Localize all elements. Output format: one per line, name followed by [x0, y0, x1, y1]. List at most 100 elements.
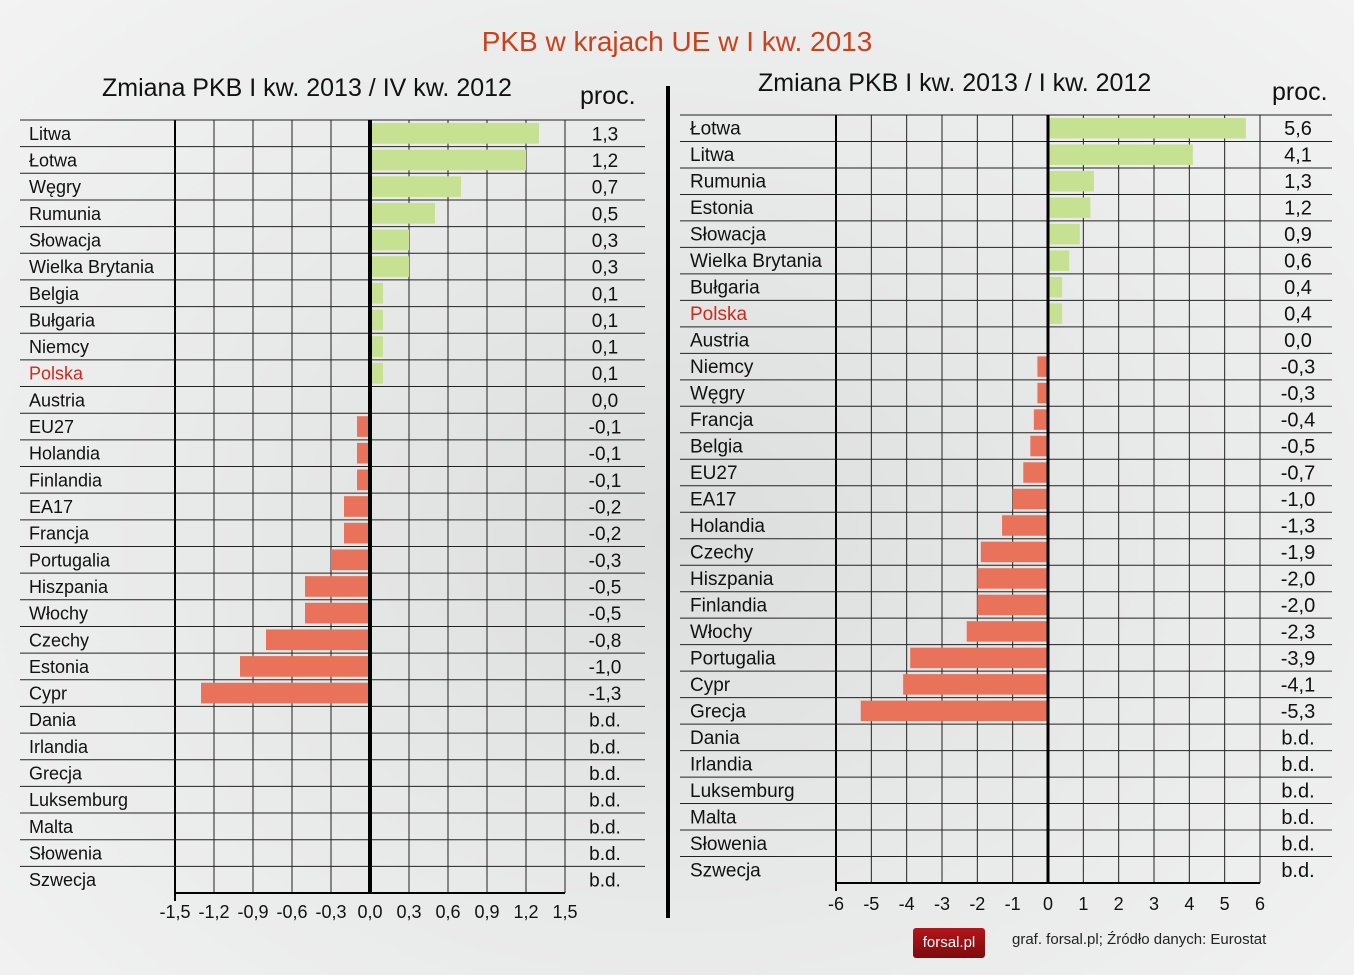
value-label: -0,2 [589, 524, 622, 545]
x-tick-label: -1,2 [198, 902, 229, 922]
bar-Niemcy [370, 336, 383, 357]
bar-Cypr [201, 682, 370, 704]
bar-Francja [344, 522, 370, 544]
bar-Belgia [370, 282, 383, 304]
category-label: Bułgaria [29, 310, 96, 330]
category-label: Hiszpania [29, 577, 109, 597]
category-label: Czechy [690, 542, 754, 563]
bar-Bułgaria [1048, 276, 1063, 298]
value-label: 0,1 [592, 338, 618, 359]
value-label: b.d. [1281, 780, 1314, 802]
x-tick-label: -1,5 [159, 902, 190, 922]
right-unit-label: proc. [1272, 78, 1328, 106]
value-label: b.d. [1281, 807, 1314, 829]
value-label: -0,5 [1281, 436, 1315, 458]
category-label: Szwecja [690, 860, 761, 881]
bar-Węgry [370, 176, 461, 197]
category-label: Dania [690, 728, 740, 749]
category-label: Włochy [29, 604, 88, 624]
x-tick-label: 0,9 [474, 902, 499, 922]
bar-Francja [1033, 409, 1048, 430]
x-tick-label: -3 [934, 894, 950, 914]
category-label: Luksemburg [29, 790, 128, 810]
value-label: -0,3 [589, 551, 622, 572]
category-label: Węgry [690, 384, 745, 405]
value-label: 0,5 [592, 204, 618, 225]
bar-Hiszpania [977, 568, 1048, 589]
category-label: Austria [29, 390, 86, 410]
category-label: Słowenia [690, 834, 768, 855]
category-label: Grecja [29, 764, 83, 784]
category-label: Belgia [29, 284, 80, 304]
category-label: Słowacja [690, 225, 766, 246]
bar-Słowacja [370, 229, 409, 251]
value-label: b.d. [1281, 860, 1314, 882]
bar-Hiszpania [305, 576, 370, 597]
category-label: Niemcy [690, 357, 754, 378]
value-label: -0,1 [589, 418, 622, 439]
bar-Włochy [305, 602, 370, 624]
value-label: -0,8 [589, 631, 622, 652]
bar-Wielka Brytania [370, 256, 409, 277]
bar-Rumunia [1048, 170, 1094, 192]
value-label: b.d. [589, 791, 621, 812]
bar-Łotwa [370, 149, 526, 171]
value-label: -2,0 [1281, 568, 1315, 590]
category-label: Francja [690, 410, 754, 431]
x-tick-label: -6 [828, 894, 844, 914]
bar-Holandia [357, 442, 370, 464]
category-label: Litwa [690, 145, 735, 166]
bar-Czechy [980, 541, 1048, 563]
left-unit-label: proc. [580, 82, 636, 110]
category-label: Rumunia [690, 172, 766, 193]
value-label: -2,0 [1281, 595, 1315, 617]
value-label: 4,1 [1284, 145, 1312, 167]
value-label: -5,3 [1281, 701, 1315, 723]
bar-Litwa [1048, 144, 1193, 165]
category-label: Estonia [690, 198, 754, 219]
category-label: Irlandia [690, 754, 753, 775]
x-tick-label: 1,5 [552, 902, 577, 922]
category-label: Belgia [690, 437, 743, 458]
value-label: -1,3 [589, 684, 622, 705]
value-label: -3,9 [1281, 648, 1315, 670]
x-tick-label: 6 [1255, 894, 1265, 914]
forsal-logo[interactable]: forsal.pl [913, 928, 985, 958]
category-label: Grecja [690, 701, 746, 722]
x-tick-label: 0,3 [396, 902, 421, 922]
chart-divider [666, 86, 670, 918]
value-label: 0,1 [592, 284, 618, 305]
bar-Wielka Brytania [1048, 250, 1070, 271]
category-label: Cypr [690, 675, 731, 696]
category-label: Portugalia [29, 550, 111, 570]
bar-Niemcy [1037, 356, 1048, 377]
value-label: -1,9 [1281, 542, 1315, 564]
bar-Holandia [1002, 515, 1048, 536]
bar-Czechy [266, 629, 370, 651]
category-label: Irlandia [29, 737, 89, 757]
category-label: Portugalia [690, 648, 776, 669]
value-label: 0,4 [1284, 277, 1312, 299]
x-tick-label: -0,6 [276, 902, 307, 922]
category-label: Holandia [690, 516, 765, 537]
bar-Litwa [370, 123, 539, 144]
value-label: -1,0 [1281, 489, 1315, 511]
value-label: b.d. [589, 711, 621, 732]
bar-Słowacja [1048, 223, 1080, 245]
category-label: Słowenia [29, 844, 103, 864]
value-label: b.d. [589, 737, 621, 758]
bar-Estonia [240, 656, 370, 677]
category-label: EU27 [690, 463, 738, 484]
category-label: Austria [690, 331, 750, 352]
bar-Portugalia [331, 549, 370, 571]
category-label: Polska [29, 364, 84, 384]
bar-EU27 [1023, 462, 1048, 483]
value-label: 0,1 [592, 364, 618, 385]
category-label: Czechy [29, 630, 89, 650]
value-label: b.d. [589, 764, 621, 785]
category-label: Hiszpania [690, 569, 774, 590]
value-label: 1,2 [592, 151, 618, 172]
value-label: -4,1 [1281, 674, 1315, 696]
x-tick-label: -1 [1005, 894, 1021, 914]
